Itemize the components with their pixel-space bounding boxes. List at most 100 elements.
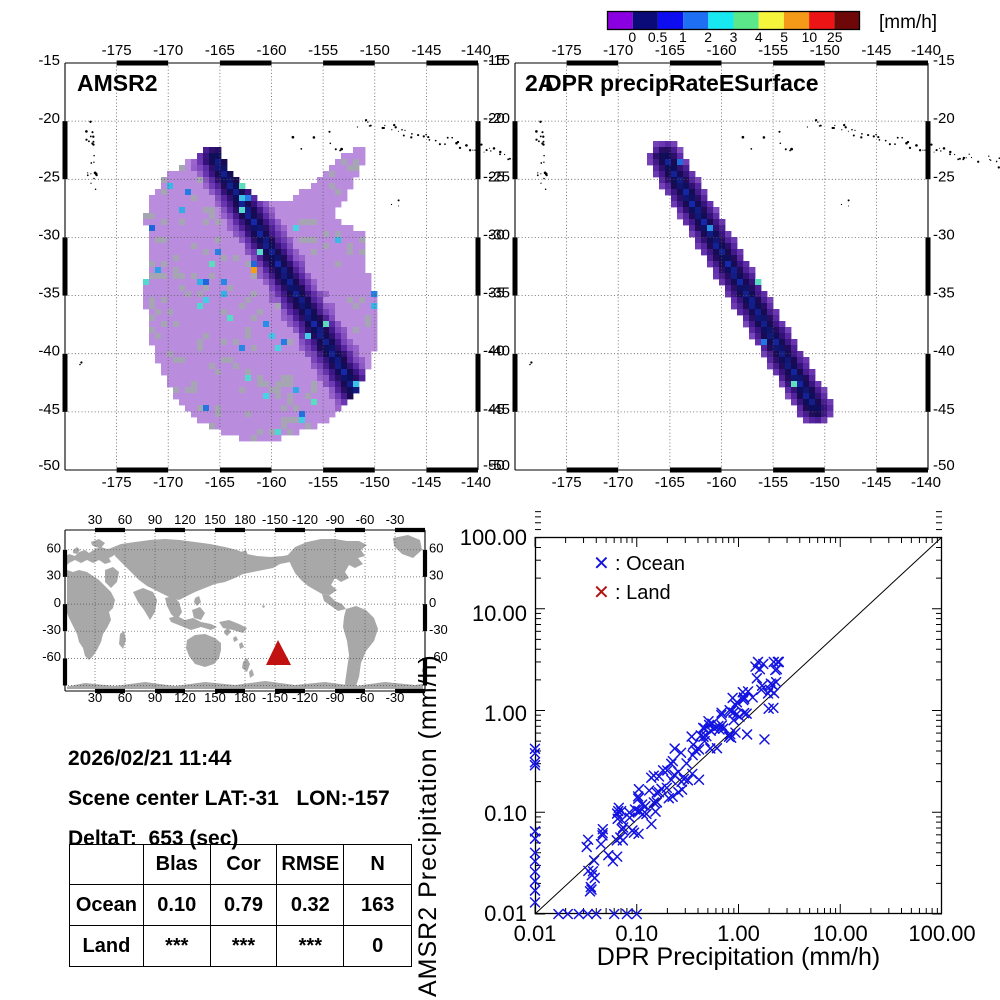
svg-text:-150: -150 — [360, 42, 390, 59]
svg-text:-30: -30 — [386, 512, 405, 527]
svg-text:-175: -175 — [552, 42, 582, 59]
svg-text:30: 30 — [47, 568, 61, 583]
svg-text:-170: -170 — [603, 474, 633, 491]
svg-text:-120: -120 — [292, 512, 318, 527]
svg-text:-175: -175 — [102, 42, 132, 59]
svg-text:DPR Precipitation (mm/h): DPR Precipitation (mm/h) — [597, 943, 880, 971]
svg-text:90: 90 — [148, 690, 162, 705]
svg-text:5: 5 — [780, 29, 788, 45]
svg-text:150: 150 — [204, 512, 226, 527]
svg-text:4: 4 — [755, 29, 763, 45]
svg-text:0.5: 0.5 — [648, 29, 668, 45]
svg-text:150: 150 — [204, 690, 226, 705]
svg-text:2: 2 — [704, 29, 712, 45]
svg-text:-175: -175 — [102, 474, 132, 491]
svg-text:AMSR2: AMSR2 — [77, 70, 158, 96]
svg-text:-20: -20 — [488, 110, 510, 127]
svg-text:60: 60 — [118, 690, 132, 705]
svg-text:-60: -60 — [42, 649, 61, 664]
svg-text:3: 3 — [730, 29, 738, 45]
svg-text:0: 0 — [429, 595, 436, 610]
svg-text:-155: -155 — [308, 474, 338, 491]
svg-text:-170: -170 — [153, 42, 183, 59]
svg-text:120: 120 — [174, 690, 196, 705]
svg-text:30: 30 — [88, 690, 102, 705]
svg-text:-165: -165 — [205, 42, 235, 59]
svg-text:-50: -50 — [488, 457, 510, 474]
svg-text:-30: -30 — [429, 622, 448, 637]
svg-text:-40: -40 — [933, 343, 955, 360]
svg-text:-90: -90 — [326, 512, 345, 527]
svg-text:-40: -40 — [488, 343, 510, 360]
svg-text:-45: -45 — [488, 401, 510, 418]
svg-text:60: 60 — [118, 512, 132, 527]
svg-text:-35: -35 — [933, 285, 955, 302]
svg-text:-165: -165 — [655, 474, 685, 491]
svg-text:1: 1 — [679, 29, 687, 45]
svg-text:180: 180 — [234, 512, 256, 527]
svg-text:-150: -150 — [810, 474, 840, 491]
svg-text:-120: -120 — [292, 690, 318, 705]
svg-text:-145: -145 — [411, 42, 441, 59]
svg-text:-15: -15 — [38, 52, 60, 69]
svg-text:-30: -30 — [933, 226, 955, 243]
svg-text:120: 120 — [174, 512, 196, 527]
svg-text:-45: -45 — [933, 401, 955, 418]
svg-text:10: 10 — [802, 29, 818, 45]
svg-text:: Land: : Land — [615, 582, 671, 604]
svg-text:-50: -50 — [38, 457, 60, 474]
svg-text:-60: -60 — [356, 690, 375, 705]
svg-text:-160: -160 — [256, 474, 286, 491]
svg-text:-20: -20 — [38, 110, 60, 127]
svg-text:DPR precipRateESurface: DPR precipRateESurface — [545, 70, 819, 96]
svg-text:-150: -150 — [262, 690, 288, 705]
svg-text:1.00: 1.00 — [484, 701, 527, 726]
svg-text:-150: -150 — [262, 512, 288, 527]
svg-text:-25: -25 — [38, 168, 60, 185]
svg-text:-30: -30 — [38, 226, 60, 243]
svg-text:-35: -35 — [488, 285, 510, 302]
svg-text:100.00: 100.00 — [908, 921, 975, 946]
svg-text:0: 0 — [54, 595, 61, 610]
svg-text:100.00: 100.00 — [460, 525, 527, 550]
svg-text:60: 60 — [47, 541, 61, 556]
svg-text:-145: -145 — [861, 474, 891, 491]
svg-text:-20: -20 — [933, 110, 955, 127]
svg-text:✕: ✕ — [593, 553, 610, 575]
svg-text:90: 90 — [148, 512, 162, 527]
svg-text:10.00: 10.00 — [472, 601, 527, 626]
svg-text:-175: -175 — [552, 474, 582, 491]
svg-text:-25: -25 — [933, 168, 955, 185]
svg-text:-160: -160 — [256, 42, 286, 59]
svg-text:-140: -140 — [911, 474, 941, 491]
svg-text:25: 25 — [827, 29, 843, 45]
svg-text:-145: -145 — [411, 474, 441, 491]
svg-text:: Ocean: : Ocean — [615, 553, 685, 575]
svg-text:180: 180 — [234, 690, 256, 705]
svg-text:✕: ✕ — [593, 582, 610, 604]
svg-text:-35: -35 — [38, 285, 60, 302]
svg-text:-145: -145 — [861, 42, 891, 59]
svg-text:-25: -25 — [488, 168, 510, 185]
svg-text:0.01: 0.01 — [484, 901, 527, 926]
svg-text:-30: -30 — [386, 690, 405, 705]
svg-text:-30: -30 — [42, 622, 61, 637]
svg-text:-15: -15 — [488, 52, 510, 69]
svg-text:-40: -40 — [38, 343, 60, 360]
svg-text:30: 30 — [88, 512, 102, 527]
svg-text:-140: -140 — [461, 474, 491, 491]
svg-text:-50: -50 — [933, 457, 955, 474]
svg-text:-155: -155 — [308, 42, 338, 59]
svg-text:-160: -160 — [706, 474, 736, 491]
svg-text:0: 0 — [628, 29, 636, 45]
svg-text:30: 30 — [429, 568, 443, 583]
svg-text:0.10: 0.10 — [484, 801, 527, 826]
svg-text:-45: -45 — [38, 401, 60, 418]
svg-text:-30: -30 — [488, 226, 510, 243]
svg-text:-90: -90 — [326, 690, 345, 705]
svg-text:-170: -170 — [153, 474, 183, 491]
svg-text:-165: -165 — [205, 474, 235, 491]
svg-text:[mm/h]: [mm/h] — [879, 12, 937, 33]
svg-text:-150: -150 — [360, 474, 390, 491]
svg-text:60: 60 — [429, 541, 443, 556]
